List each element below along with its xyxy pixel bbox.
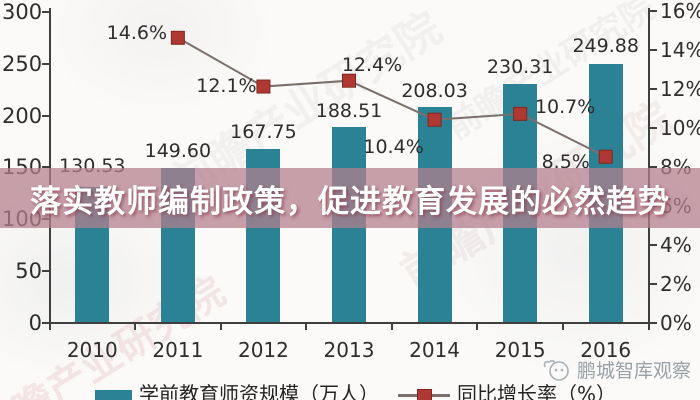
axis-tick xyxy=(561,322,564,330)
line-series-marker-icon xyxy=(398,385,450,400)
axis-tick xyxy=(647,322,650,330)
axis-tick xyxy=(41,166,49,169)
right-axis-label: 0% xyxy=(660,310,692,335)
bar-value-label: 249.88 xyxy=(572,34,639,57)
axis-tick xyxy=(649,126,657,129)
axis-tick xyxy=(41,269,49,272)
axis-tick xyxy=(649,87,657,90)
left-axis-label: 50 xyxy=(15,258,42,283)
chart-legend: 学前教育师资规模（万人） 同比增长率（%） xyxy=(0,378,700,400)
bar-value-label: 208.03 xyxy=(401,80,468,103)
axis-tick xyxy=(41,11,49,13)
bar-value-label: 188.51 xyxy=(315,100,383,123)
right-axis-label: 4% xyxy=(660,232,692,257)
axis-tick xyxy=(41,114,49,117)
mascot-logo-icon xyxy=(543,359,569,381)
x-axis-line xyxy=(48,321,650,324)
x-axis-label-2013: 2013 xyxy=(323,338,375,362)
axis-tick xyxy=(219,322,222,330)
axis-tick xyxy=(649,165,657,168)
title-banner: 落实教师编制政策，促进教育发展的必然趋势 xyxy=(0,168,700,228)
x-axis-label-2016: 2016 xyxy=(580,338,632,362)
x-axis-label-2011: 2011 xyxy=(152,338,204,362)
line-marker-2014 xyxy=(427,112,442,127)
bar-series-swatch-icon xyxy=(95,390,132,400)
axis-tick xyxy=(41,62,49,65)
axis-tick xyxy=(649,282,657,285)
axis-tick xyxy=(390,322,393,330)
legend-label-line-series: 同比增长率（%） xyxy=(457,382,617,400)
line-marker-2013 xyxy=(342,73,356,88)
growth-rate-label: 8.5% xyxy=(541,150,590,173)
axis-tick xyxy=(134,322,137,330)
page-title: 落实教师编制政策，促进教育发展的必然趋势 xyxy=(30,183,670,220)
x-axis-label-2010: 2010 xyxy=(66,338,118,362)
x-axis-label-2012: 2012 xyxy=(237,338,289,362)
bar-value-label: 167.75 xyxy=(230,120,297,143)
brand-watermark-text: 鹏城智库观察 xyxy=(577,360,692,382)
growth-rate-label: 10.7% xyxy=(534,95,596,118)
axis-tick xyxy=(48,322,51,330)
axis-tick xyxy=(649,48,657,51)
line-marker-2011 xyxy=(170,30,185,45)
right-axis-label: 16% xyxy=(660,0,700,23)
growth-rate-label: 10.4% xyxy=(363,135,424,158)
left-axis-label: 250 xyxy=(2,51,43,76)
axis-tick xyxy=(41,321,49,324)
left-axis-label: 200 xyxy=(2,103,43,128)
right-axis-line xyxy=(647,8,650,324)
right-axis-label: 12% xyxy=(660,76,700,101)
axis-tick xyxy=(649,9,657,12)
bar-value-label: 230.31 xyxy=(486,56,554,79)
left-axis-line xyxy=(48,8,51,324)
right-axis-label: 10% xyxy=(660,115,700,140)
axis-tick xyxy=(305,322,308,330)
right-axis-label: 2% xyxy=(660,271,692,296)
line-marker-2012 xyxy=(256,79,271,94)
line-marker-2016 xyxy=(598,149,613,164)
left-axis-label: 0 xyxy=(28,310,42,335)
left-axis-label: 300 xyxy=(2,0,43,24)
axis-tick xyxy=(649,243,657,246)
legend-label-bar-series: 学前教育师资规模（万人） xyxy=(139,382,379,400)
brand-watermark: 鹏城智库观察 xyxy=(541,356,691,383)
x-axis-label-2015: 2015 xyxy=(494,338,546,362)
legend-item-bar-series: 学前教育师资规模（万人） xyxy=(95,378,379,400)
right-axis-label: 14% xyxy=(660,37,700,62)
line-marker-2015 xyxy=(513,106,528,121)
x-axis-label-2014: 2014 xyxy=(409,338,461,362)
axis-tick xyxy=(649,321,657,324)
bar-value-label: 149.60 xyxy=(144,139,212,162)
growth-rate-label: 12.4% xyxy=(341,53,403,76)
growth-rate-label: 14.6% xyxy=(106,21,168,44)
legend-item-line-series: 同比增长率（%） xyxy=(398,378,616,400)
axis-tick xyxy=(476,322,479,330)
growth-rate-label: 12.1% xyxy=(196,74,257,97)
